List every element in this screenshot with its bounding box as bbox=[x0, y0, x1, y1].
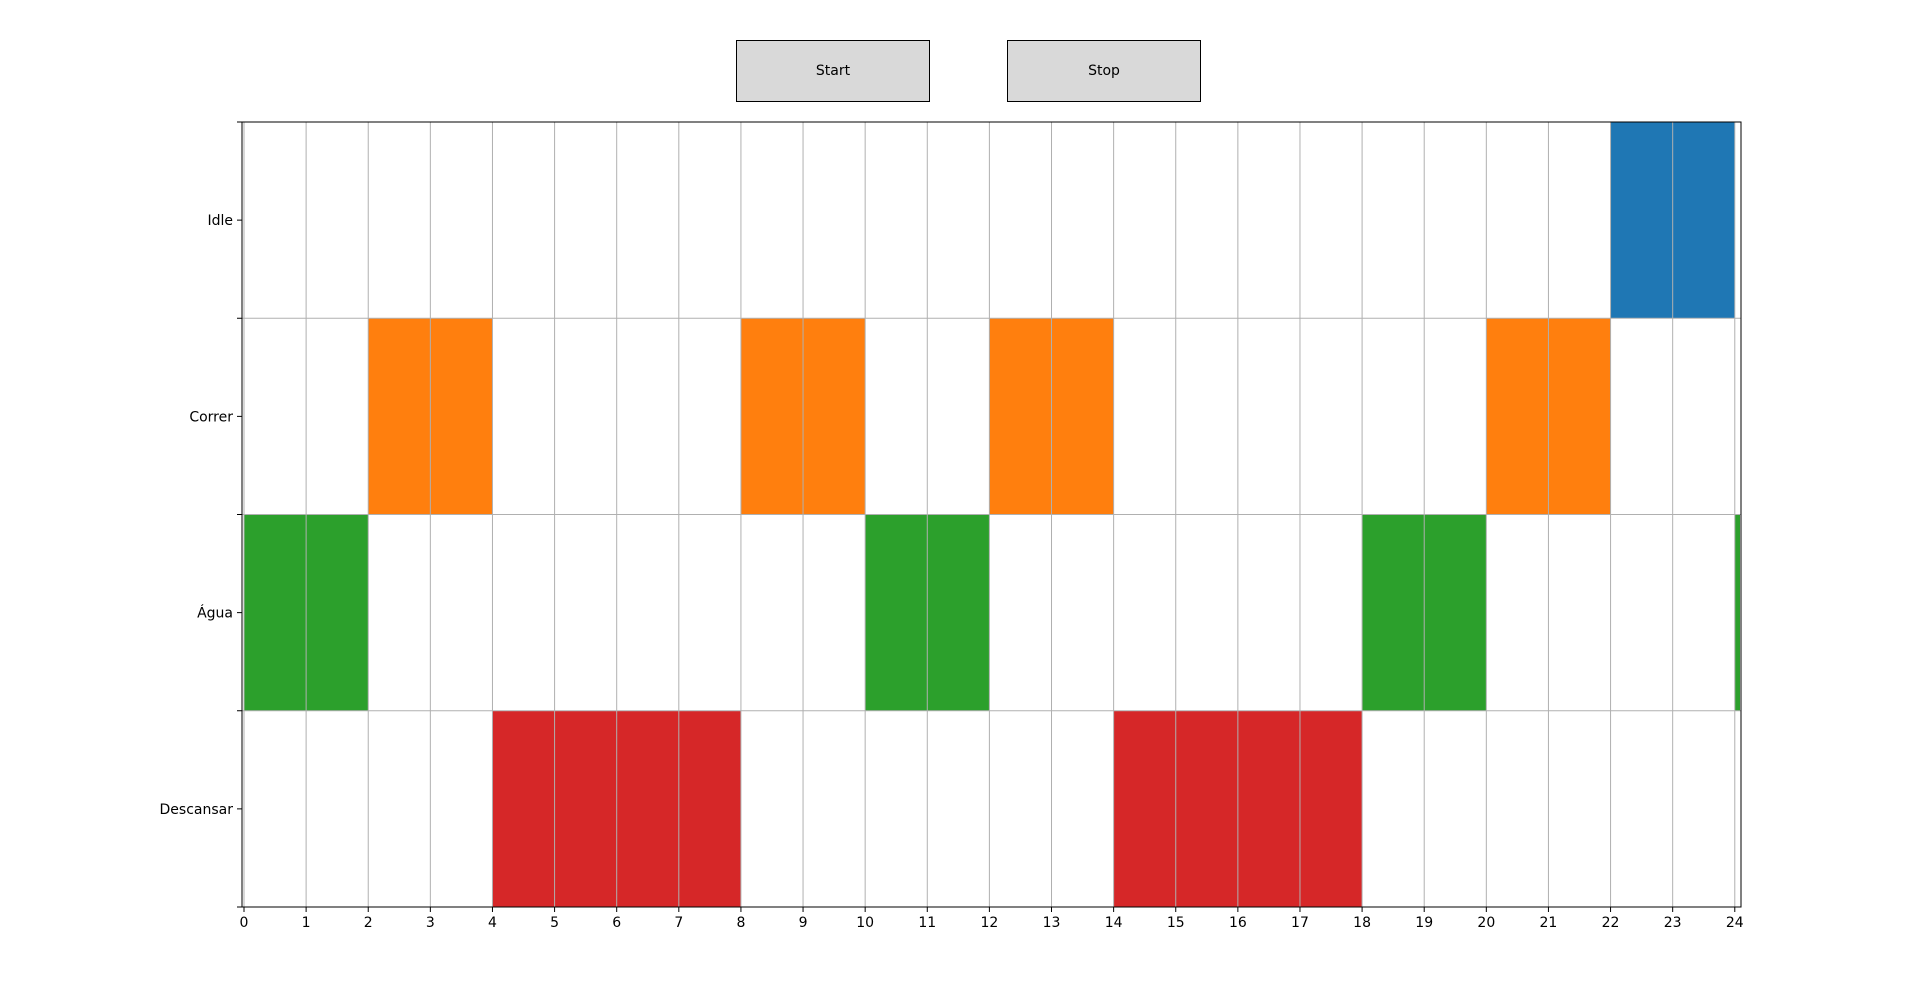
x-tick-label: 19 bbox=[1415, 915, 1433, 931]
x-tick-label: 7 bbox=[674, 915, 683, 931]
x-tick-label: 24 bbox=[1726, 915, 1744, 931]
x-tick-label: 23 bbox=[1664, 915, 1682, 931]
x-tick-label: 17 bbox=[1291, 915, 1309, 931]
start-button[interactable]: Start bbox=[736, 40, 930, 102]
x-tick-label: 1 bbox=[302, 915, 311, 931]
y-tick-label: Água bbox=[197, 605, 233, 622]
x-tick-label: 3 bbox=[426, 915, 435, 931]
x-tick-label: 6 bbox=[612, 915, 621, 931]
x-tick-label: 15 bbox=[1167, 915, 1185, 931]
x-tick-label: 11 bbox=[918, 915, 936, 931]
y-tick-label: Correr bbox=[189, 409, 233, 425]
y-tick-label: Idle bbox=[207, 213, 233, 229]
x-tick-label: 20 bbox=[1477, 915, 1495, 931]
x-tick-label: 21 bbox=[1540, 915, 1558, 931]
x-tick-label: 2 bbox=[364, 915, 373, 931]
x-tick-label: 10 bbox=[856, 915, 874, 931]
bar-água bbox=[1734, 514, 1740, 711]
x-tick-label: 14 bbox=[1105, 915, 1123, 931]
x-tick-label: 8 bbox=[736, 915, 745, 931]
x-tick-label: 13 bbox=[1043, 915, 1061, 931]
x-tick-label: 0 bbox=[240, 915, 249, 931]
x-tick-label: 22 bbox=[1602, 915, 1620, 931]
x-tick-label: 4 bbox=[488, 915, 497, 931]
x-tick-label: 16 bbox=[1229, 915, 1247, 931]
x-tick-label: 5 bbox=[550, 915, 559, 931]
y-tick-label: Descansar bbox=[160, 802, 234, 818]
x-tick-label: 18 bbox=[1353, 915, 1371, 931]
x-tick-label: 12 bbox=[980, 915, 998, 931]
stop-button[interactable]: Stop bbox=[1007, 40, 1201, 102]
x-tick-label: 9 bbox=[799, 915, 808, 931]
